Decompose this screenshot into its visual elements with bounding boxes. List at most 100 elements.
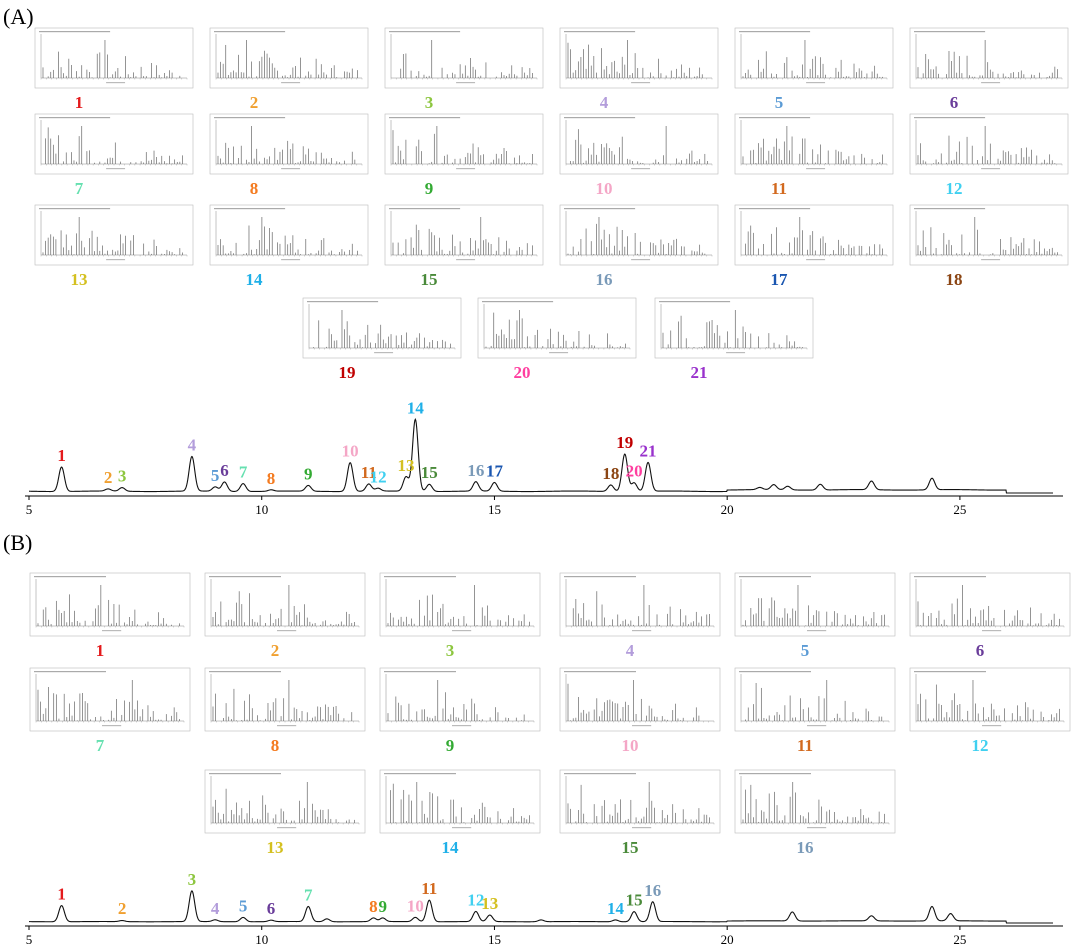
- compound-label-9: 9: [446, 736, 455, 755]
- mass-spectrum-10: [559, 667, 721, 732]
- compound-label-8: 8: [267, 469, 276, 488]
- mass-spectrum-1: [34, 27, 194, 89]
- compound-label-13: 13: [267, 838, 284, 857]
- x-tick-label: 5: [26, 502, 33, 517]
- compound-label-21: 21: [691, 363, 708, 382]
- x-tick-label: 20: [721, 502, 734, 517]
- compound-label-15: 15: [626, 891, 643, 910]
- compound-label-1: 1: [57, 884, 66, 903]
- mass-spectrum-10: [559, 113, 719, 175]
- mass-spectrum-19: [302, 297, 462, 359]
- compound-label-11: 11: [771, 179, 787, 198]
- compound-label-12: 12: [972, 736, 989, 755]
- compound-label-20: 20: [626, 462, 643, 481]
- mass-spectrum-3: [384, 27, 544, 89]
- compound-label-10: 10: [622, 736, 639, 755]
- mass-spectrum-18: [909, 204, 1069, 266]
- x-tick-label: 25: [953, 502, 966, 517]
- compound-label-15: 15: [622, 838, 639, 857]
- x-tick-label: 25: [953, 932, 966, 947]
- mass-spectrum-8: [209, 113, 369, 175]
- compound-label-13: 13: [398, 456, 415, 475]
- mass-spectrum-15: [559, 769, 721, 834]
- mass-spectrum-2: [204, 572, 366, 637]
- compound-label-4: 4: [626, 641, 635, 660]
- compound-label-3: 3: [446, 641, 455, 660]
- compound-label-21: 21: [640, 441, 657, 460]
- mass-spectrum-9: [379, 667, 541, 732]
- mass-spectrum-6: [909, 572, 1071, 637]
- compound-label-17: 17: [486, 462, 504, 481]
- compound-label-2: 2: [118, 899, 127, 918]
- compound-label-6: 6: [976, 641, 985, 660]
- compound-label-11: 11: [421, 879, 437, 898]
- mass-spectrum-7: [34, 113, 194, 175]
- compound-label-12: 12: [946, 179, 963, 198]
- mass-spectrum-5: [734, 27, 894, 89]
- mass-spectrum-3: [379, 572, 541, 637]
- mass-spectrum-16: [734, 769, 896, 834]
- compound-label-1: 1: [96, 641, 105, 660]
- mass-spectrum-7: [29, 667, 191, 732]
- compound-label-16: 16: [797, 838, 814, 857]
- compound-label-16: 16: [644, 881, 661, 900]
- compound-label-5: 5: [211, 466, 220, 485]
- compound-label-1: 1: [57, 446, 66, 465]
- mass-spectrum-11: [734, 667, 896, 732]
- compound-label-10: 10: [596, 179, 613, 198]
- mass-spectrum-5: [734, 572, 896, 637]
- compound-label-2: 2: [104, 468, 113, 487]
- chromatogram-trace: [28, 890, 1053, 924]
- compound-label-9: 9: [425, 179, 434, 198]
- compound-label-3: 3: [425, 93, 434, 112]
- mass-spectrum-15: [384, 204, 544, 266]
- compound-label-6: 6: [220, 461, 229, 480]
- compound-label-11: 11: [361, 463, 377, 482]
- compound-label-5: 5: [239, 896, 248, 915]
- mass-spectrum-1: [29, 572, 191, 637]
- mass-spectrum-20: [477, 297, 637, 359]
- compound-label-2: 2: [250, 93, 259, 112]
- compound-label-1: 1: [75, 93, 84, 112]
- compound-label-17: 17: [771, 270, 789, 289]
- compound-label-15: 15: [421, 463, 438, 482]
- compound-label-14: 14: [607, 899, 625, 918]
- compound-label-2: 2: [271, 641, 280, 660]
- chromatogram-trace: [29, 418, 1053, 494]
- compound-label-3: 3: [118, 467, 127, 486]
- mass-spectrum-12: [909, 113, 1069, 175]
- compound-label-13: 13: [71, 270, 88, 289]
- compound-label-15: 15: [421, 270, 438, 289]
- compound-label-20: 20: [514, 363, 531, 382]
- panel-label-a: (A): [3, 4, 34, 29]
- compound-label-14: 14: [246, 270, 264, 289]
- mass-spectrum-16: [559, 204, 719, 266]
- compound-label-16: 16: [596, 270, 613, 289]
- compound-label-9: 9: [378, 897, 387, 916]
- compound-label-8: 8: [250, 179, 259, 198]
- compound-label-5: 5: [775, 93, 784, 112]
- compound-label-4: 4: [188, 436, 197, 455]
- mass-spectrum-14: [209, 204, 369, 266]
- compound-label-3: 3: [188, 870, 197, 889]
- compound-label-7: 7: [75, 179, 84, 198]
- compound-label-18: 18: [946, 270, 963, 289]
- x-tick-label: 15: [488, 502, 501, 517]
- compound-label-10: 10: [407, 896, 424, 915]
- mass-spectrum-8: [204, 667, 366, 732]
- compound-label-7: 7: [304, 886, 313, 905]
- x-tick-label: 20: [721, 932, 734, 947]
- compound-label-7: 7: [96, 736, 105, 755]
- mass-spectrum-4: [559, 572, 721, 637]
- compound-label-19: 19: [616, 433, 633, 452]
- compound-label-12: 12: [467, 891, 484, 910]
- mass-spectrum-21: [654, 297, 814, 359]
- compound-label-10: 10: [342, 441, 359, 460]
- compound-label-18: 18: [602, 464, 619, 483]
- compound-label-14: 14: [442, 838, 460, 857]
- x-tick-label: 10: [255, 932, 268, 947]
- compound-label-6: 6: [267, 899, 276, 918]
